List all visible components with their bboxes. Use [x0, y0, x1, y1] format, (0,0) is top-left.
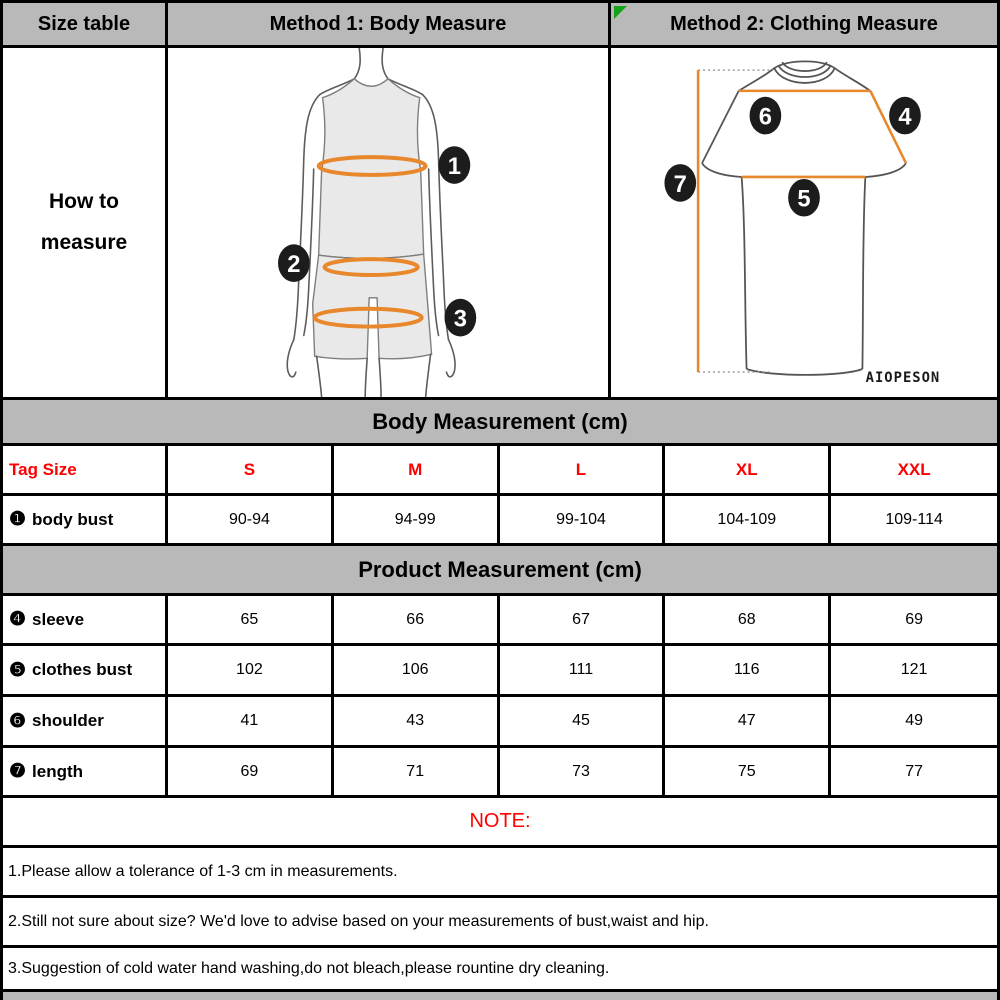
sleeve-xxl: 69 — [905, 610, 923, 628]
clothes-bust-label: ❺ clothes bust — [3, 646, 168, 694]
clothes-bust-m: 106 — [334, 646, 500, 694]
how-to-measure-line2: measure — [40, 230, 128, 254]
length-m: 71 — [334, 748, 500, 795]
length-xxl: 77 — [905, 762, 923, 780]
body-bust-label: ❶ body bust — [3, 496, 168, 543]
length-xl: 75 — [665, 748, 832, 795]
how-to-measure-line1: How to — [49, 189, 119, 213]
clothes-bust-s: 102 — [168, 646, 334, 694]
length-l: 73 — [500, 748, 666, 795]
shoulder-label: ❻ shoulder — [3, 697, 168, 745]
clothes-bust-l: 111 — [500, 646, 666, 694]
length-label: ❼ length — [3, 748, 168, 795]
shoulder-xxl: 49 — [905, 712, 923, 729]
note-title: NOTE: — [469, 810, 531, 832]
marker-4: 4 — [889, 96, 921, 135]
tag-size-label: Tag Size — [3, 446, 168, 493]
body-measurement-band: Body Measurement (cm) — [3, 400, 997, 446]
tag-size-row: Tag Size S M L XL XXL — [3, 446, 997, 496]
header-row: Size table Method 1: Body Measure Method… — [3, 3, 997, 48]
circled-7-icon: ❼ — [9, 761, 27, 782]
row-label-text: length — [32, 761, 84, 781]
marker-3: 3 — [444, 298, 477, 337]
size-col-xxl: XXL — [897, 459, 931, 479]
clothing-measure-diagram: 6 4 7 5 AIOPESON — [611, 48, 997, 397]
body-measure-diagram: 1 2 3 — [168, 48, 611, 397]
illustration-row: How to measure — [3, 48, 997, 400]
green-corner-flag — [614, 6, 627, 19]
shoulder-l: 45 — [500, 697, 666, 745]
marker-5: 5 — [788, 178, 820, 217]
note-text-3: 3.Suggestion of cold water hand washing,… — [8, 959, 610, 977]
clothes-bust-xl: 116 — [665, 646, 832, 694]
note-row-3: 3.Suggestion of cold water hand washing,… — [3, 948, 997, 992]
marker-2: 2 — [278, 244, 310, 282]
note-row-2: 2.Still not sure about size? We'd love t… — [3, 898, 997, 948]
sleeve-label: ❹ sleeve — [3, 596, 168, 643]
length-s: 69 — [168, 748, 334, 795]
marker-1: 1 — [438, 146, 471, 184]
sleeve-xl: 68 — [665, 596, 832, 643]
product-measurement-title: Product Measurement (cm) — [3, 546, 997, 593]
row-label-text: sleeve — [32, 609, 85, 629]
body-bust-s: 90-94 — [168, 496, 334, 543]
product-measurement-band: Product Measurement (cm) — [3, 546, 997, 596]
brand-logo-text: AIOPESON — [866, 370, 941, 386]
svg-text:5: 5 — [797, 186, 810, 213]
body-bust-xxl: 109-114 — [885, 510, 943, 528]
circled-6-icon: ❻ — [9, 710, 27, 732]
header-size-table: Size table — [3, 3, 168, 45]
body-bust-xl: 104-109 — [665, 496, 832, 543]
sleeve-m: 66 — [334, 596, 500, 643]
size-col-s: S — [168, 446, 334, 493]
svg-text:7: 7 — [674, 171, 687, 198]
table-row-length: ❼ length 69 71 73 75 77 — [3, 748, 997, 798]
table-row-clothes-bust: ❺ clothes bust 102 106 111 116 121 — [3, 646, 997, 697]
svg-text:4: 4 — [898, 104, 912, 131]
row-label-text: shoulder — [32, 711, 104, 730]
size-col-l: L — [500, 446, 666, 493]
row-label-text: clothes bust — [32, 660, 133, 679]
body-bust-m: 94-99 — [334, 496, 500, 543]
shoulder-m: 43 — [334, 697, 500, 745]
sleeve-s: 65 — [168, 596, 334, 643]
svg-text:1: 1 — [448, 153, 461, 180]
circled-4-icon: ❹ — [9, 609, 27, 630]
sleeve-l: 67 — [500, 596, 666, 643]
body-bust-l: 99-104 — [500, 496, 666, 543]
table-row-body-bust: ❶ body bust 90-94 94-99 99-104 104-109 1… — [3, 496, 997, 546]
table-row-shoulder: ❻ shoulder 41 43 45 47 49 — [3, 697, 997, 748]
how-to-measure-label: How to measure — [3, 48, 168, 397]
size-col-m: M — [334, 446, 500, 493]
shoulder-s: 41 — [168, 697, 334, 745]
note-text-1: 1.Please allow a tolerance of 1-3 cm in … — [8, 862, 398, 880]
circled-5-icon: ❺ — [9, 659, 27, 681]
note-row-1: 1.Please allow a tolerance of 1-3 cm in … — [3, 848, 997, 898]
shoulder-xl: 47 — [665, 697, 832, 745]
row-label-text: body bust — [32, 509, 114, 529]
marker-7: 7 — [664, 164, 697, 202]
note-text-2: 2.Still not sure about size? We'd love t… — [8, 912, 709, 930]
bottom-gray-strip — [3, 992, 997, 1000]
header-method1: Method 1: Body Measure — [168, 3, 611, 45]
svg-text:2: 2 — [287, 251, 300, 278]
header-method2: Method 2: Clothing Measure — [611, 3, 997, 45]
circled-1-icon: ❶ — [9, 509, 27, 530]
svg-text:3: 3 — [454, 306, 467, 333]
table-row-sleeve: ❹ sleeve 65 66 67 68 69 — [3, 596, 997, 646]
tshirt-illustration: 6 4 7 5 AIOPESON — [664, 60, 941, 386]
body-measurement-title: Body Measurement (cm) — [3, 400, 997, 443]
svg-text:6: 6 — [759, 104, 772, 131]
body-figure-illustration: 1 2 3 — [278, 48, 477, 397]
clothes-bust-xxl: 121 — [900, 661, 928, 678]
size-col-xl: XL — [665, 446, 832, 493]
marker-6: 6 — [749, 96, 782, 135]
note-title-row: NOTE: — [3, 798, 997, 848]
